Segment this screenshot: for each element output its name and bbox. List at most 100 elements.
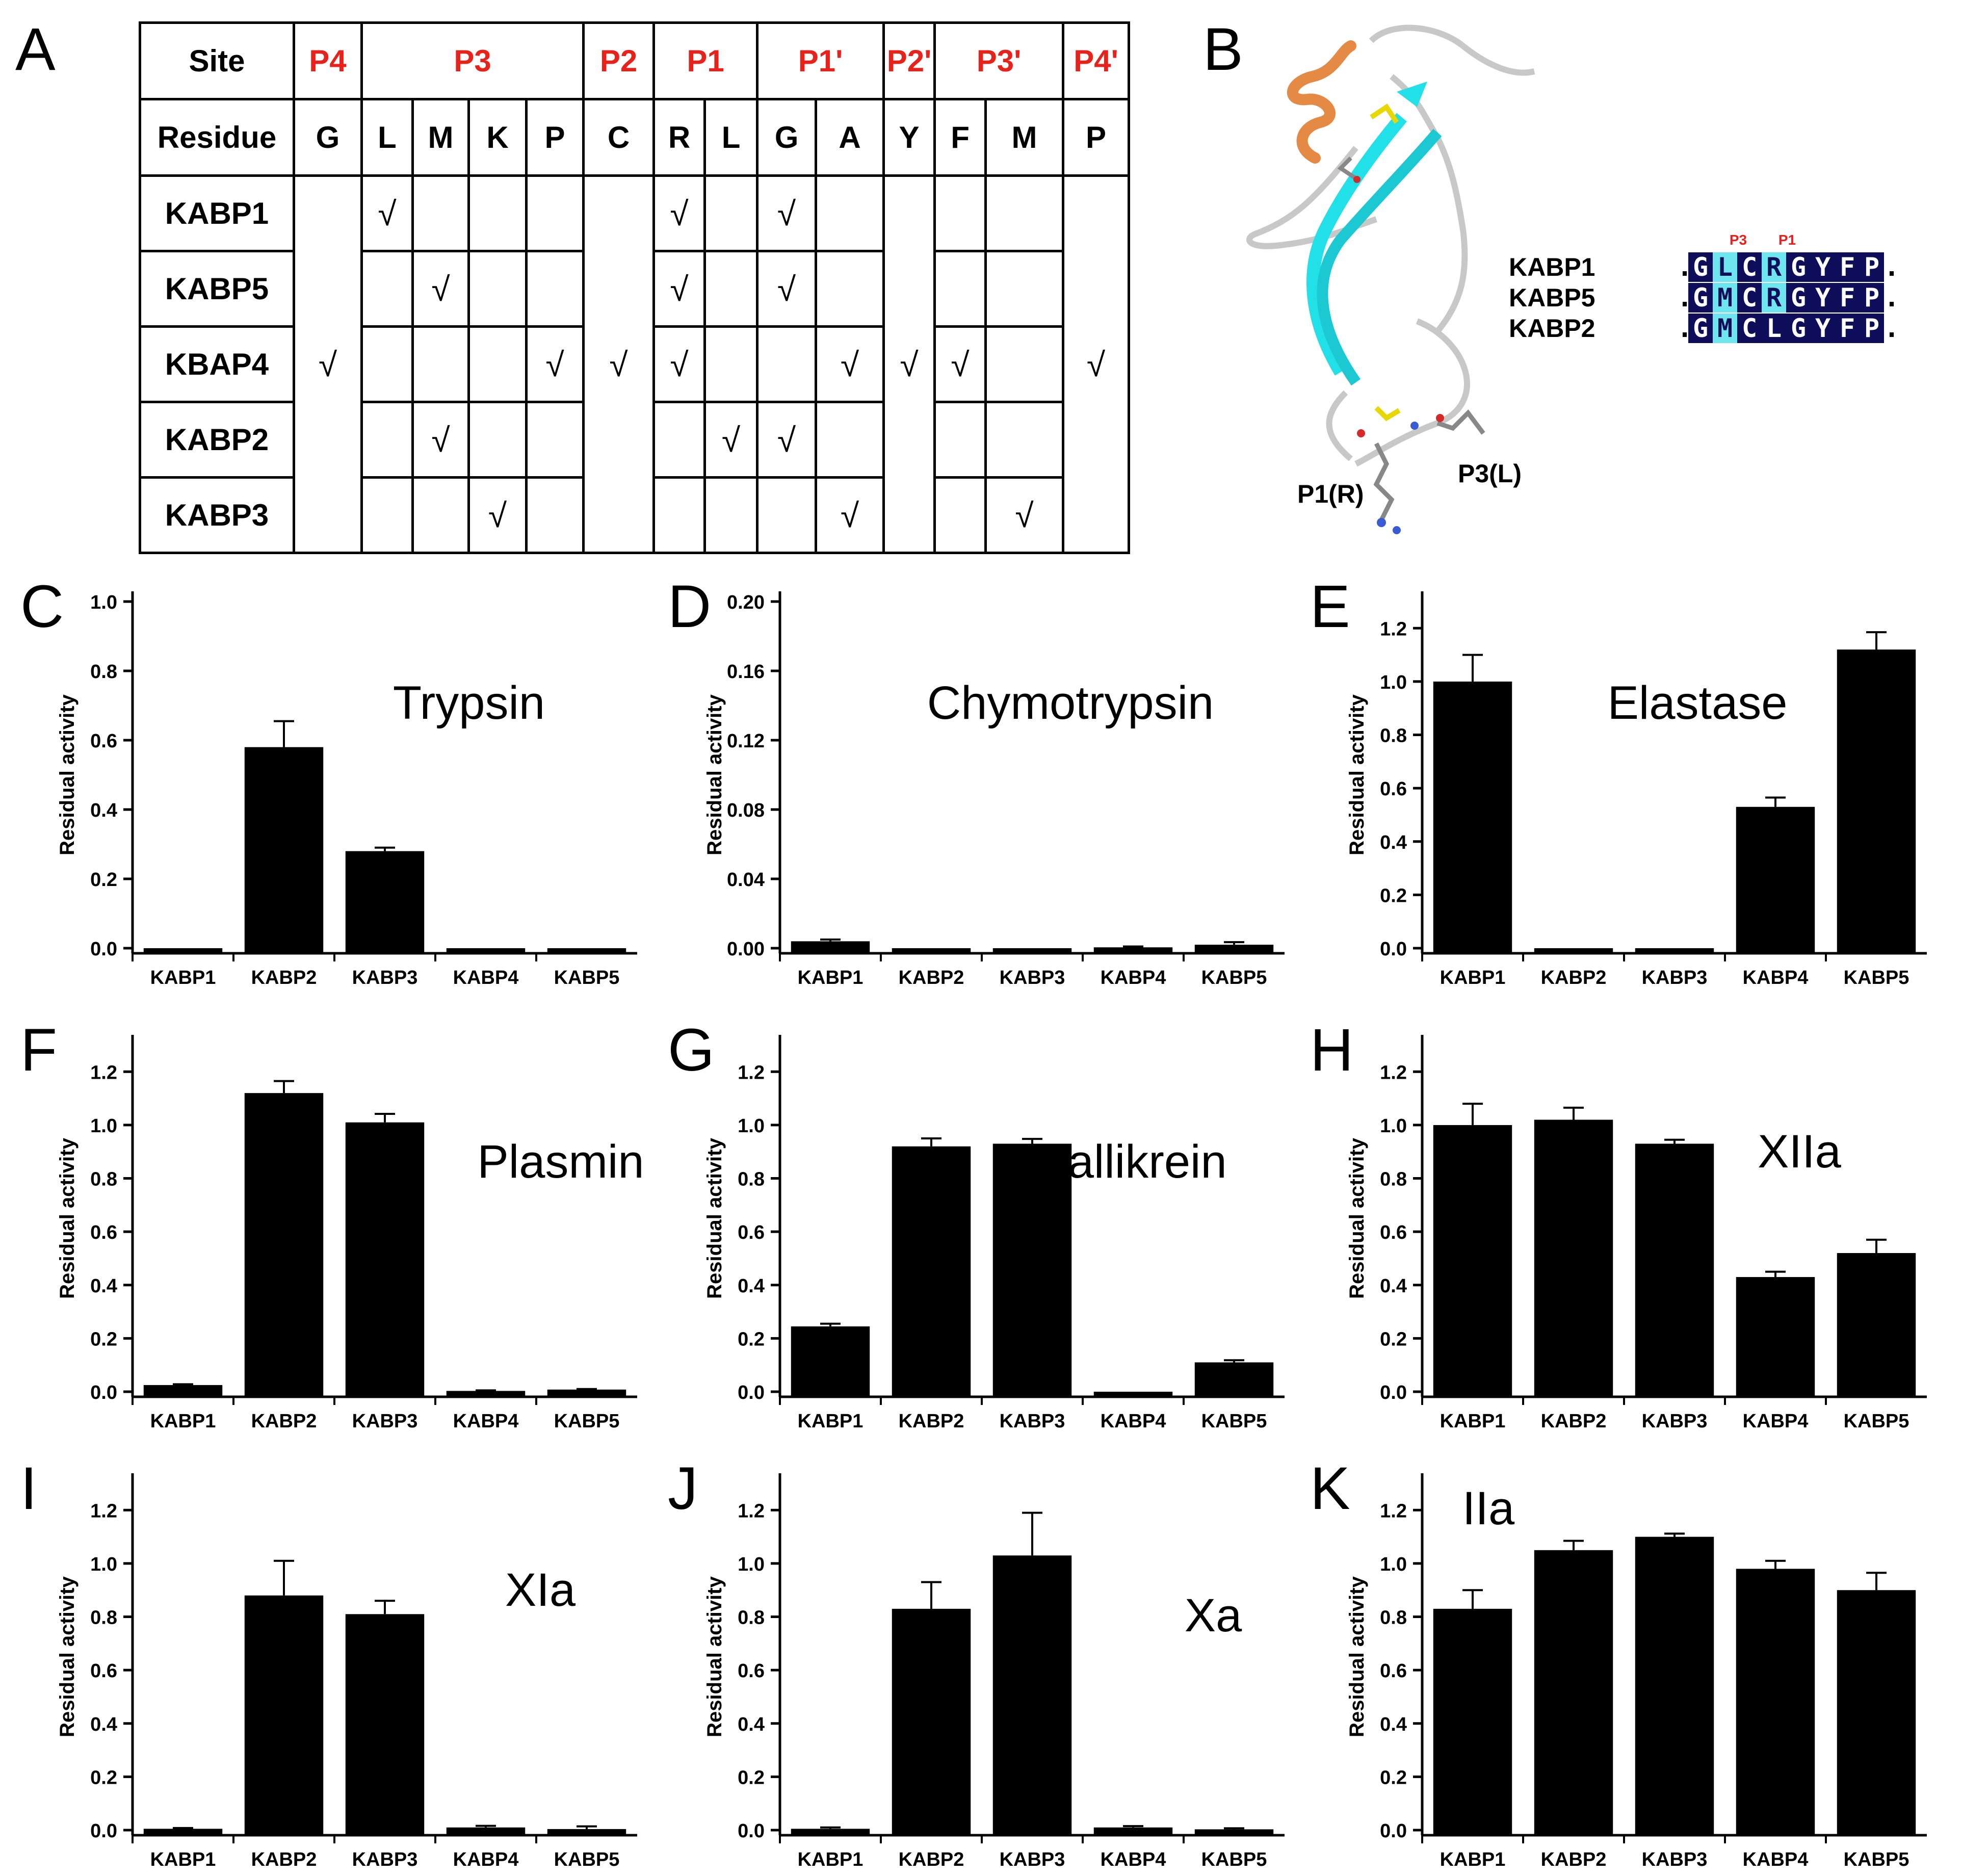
site-cell: P3' bbox=[933, 21, 1065, 100]
bar bbox=[1736, 806, 1815, 952]
tick-cell: √ bbox=[411, 250, 470, 328]
panel-label: I bbox=[20, 1455, 37, 1522]
x-tick-label: KABP5 bbox=[1844, 967, 1909, 988]
alignment-residue: L bbox=[1762, 314, 1786, 343]
bar bbox=[143, 948, 223, 952]
site-cell: P4 bbox=[293, 21, 363, 100]
oxygen-atom bbox=[1436, 414, 1444, 422]
x-tick-label: KABP5 bbox=[554, 1411, 620, 1432]
x-tick-label: KABP4 bbox=[453, 967, 519, 988]
panel-label: D bbox=[668, 573, 711, 640]
y-tick-label: 0.6 bbox=[90, 1222, 117, 1243]
protein-structure bbox=[1246, 24, 1535, 534]
empty-cell bbox=[933, 250, 987, 328]
y-tick-label: 1.2 bbox=[1380, 1062, 1407, 1083]
y-tick-label: 1.0 bbox=[90, 1554, 117, 1575]
empty-cell bbox=[703, 174, 759, 252]
y-tick-label: 0.2 bbox=[1380, 1767, 1407, 1788]
table-row: KABP1 √ √ √ √ √ √ √ bbox=[139, 174, 1130, 554]
residue-cell: R bbox=[652, 98, 707, 177]
y-tick-label: 0.8 bbox=[1380, 1169, 1407, 1190]
bar bbox=[1534, 1119, 1613, 1396]
coil-loop bbox=[1390, 74, 1468, 333]
y-axis-label: Residual activity bbox=[56, 1137, 79, 1298]
bar bbox=[1837, 1590, 1916, 1834]
y-tick-label: 0.12 bbox=[727, 731, 765, 752]
y-axis-label: Residual activity bbox=[56, 694, 79, 855]
bar bbox=[992, 1555, 1072, 1834]
y-tick-label: 0.0 bbox=[1380, 939, 1407, 960]
row-header: KABP2 bbox=[139, 401, 295, 479]
x-tick-label: KABP3 bbox=[1642, 1849, 1708, 1870]
alignment-residue: C bbox=[1737, 252, 1762, 282]
y-tick-label: 0.4 bbox=[90, 1714, 117, 1735]
tick-cell: √ bbox=[1062, 174, 1130, 554]
empty-cell bbox=[360, 401, 414, 479]
side-chain bbox=[1337, 157, 1357, 180]
y-tick-label: 0.8 bbox=[90, 1169, 117, 1190]
alignment-name: KABP2 bbox=[1509, 314, 1595, 343]
y-tick-label: 0.0 bbox=[90, 939, 117, 960]
empty-cell bbox=[411, 325, 470, 403]
alignment-residue: R bbox=[1762, 252, 1786, 282]
x-tick-label: KABP1 bbox=[798, 1411, 864, 1432]
chart-title: IIa bbox=[1462, 1482, 1515, 1534]
x-tick-label: KABP2 bbox=[899, 967, 964, 988]
side-chain bbox=[1373, 442, 1395, 522]
x-tick-label: KABP5 bbox=[1201, 1411, 1267, 1432]
chart-i: I 0.0 0.2 0.4 0.6 0.8 1.0 1.2 Residual activity K… bbox=[20, 1455, 637, 1870]
table-row: KBAP4 √ √ √ √ bbox=[139, 325, 1129, 403]
site-cell: P3 bbox=[360, 21, 585, 100]
site-cell: P2 bbox=[582, 21, 656, 100]
y-tick-label: 0.2 bbox=[1380, 1328, 1407, 1350]
chart-d: D 0.00 0.04 0.08 0.12 0.16 0.20 Residual activi… bbox=[668, 573, 1285, 988]
x-tick-label: KABP4 bbox=[1101, 1849, 1166, 1870]
bar bbox=[547, 1829, 626, 1834]
empty-cell bbox=[933, 401, 987, 479]
chart-f: F 0.0 0.2 0.4 0.6 0.8 1.0 1.2 Residual activity K… bbox=[20, 1017, 644, 1432]
alignment-residue: R bbox=[1762, 283, 1786, 312]
y-tick-label: 0.04 bbox=[727, 869, 765, 891]
y-tick-label: 0.16 bbox=[727, 661, 765, 683]
chart-title: XIa bbox=[505, 1564, 576, 1616]
coil-loop bbox=[1326, 390, 1353, 461]
panel-label: C bbox=[20, 573, 64, 640]
empty-cell bbox=[360, 250, 414, 328]
row-header: KABP1 bbox=[139, 174, 295, 252]
bar bbox=[992, 1143, 1072, 1396]
x-tick-label: KABP1 bbox=[1440, 967, 1506, 988]
empty-cell bbox=[360, 476, 414, 554]
x-tick-label: KABP3 bbox=[352, 1849, 418, 1870]
y-tick-label: 0.8 bbox=[738, 1607, 765, 1629]
y-tick-label: 0.0 bbox=[90, 1820, 117, 1842]
tick-cell: √ bbox=[525, 325, 585, 403]
empty-cell bbox=[703, 325, 759, 403]
alignment-residue: M bbox=[1713, 283, 1737, 312]
y-tick-label: 1.2 bbox=[1380, 1500, 1407, 1522]
y-tick-label: 0.8 bbox=[1380, 725, 1407, 747]
empty-cell bbox=[815, 174, 885, 252]
y-tick-label: 0.6 bbox=[1380, 1660, 1407, 1682]
y-tick-label: 0.0 bbox=[1380, 1382, 1407, 1403]
empty-cell bbox=[525, 401, 585, 479]
alignment-dot: . bbox=[1677, 252, 1693, 282]
empty-cell bbox=[525, 174, 585, 252]
bar bbox=[345, 1122, 425, 1396]
beta-strand bbox=[1317, 128, 1442, 386]
p1-label: P1(R) bbox=[1297, 480, 1364, 508]
x-tick-label: KABP3 bbox=[1000, 1411, 1065, 1432]
bar bbox=[1736, 1277, 1815, 1396]
y-tick-label: 0.08 bbox=[727, 800, 765, 821]
empty-cell bbox=[525, 476, 585, 554]
chart-c: C 0.0 0.2 0.4 0.6 0.8 1.0 Residual activity KABP… bbox=[20, 573, 637, 988]
table-row: KABP3 √ √ √ bbox=[139, 476, 1129, 554]
tick-cell: √ bbox=[815, 476, 885, 554]
residue-row: Residue G L M K P C R L G A Y F M P bbox=[139, 98, 1130, 177]
y-tick-label: 0.6 bbox=[90, 731, 117, 752]
y-tick-label: 1.0 bbox=[1380, 1115, 1407, 1137]
row-header: KABP5 bbox=[139, 250, 295, 328]
y-tick-label: 1.2 bbox=[738, 1062, 765, 1083]
x-tick-label: KABP2 bbox=[251, 1411, 317, 1432]
alignment-residue: P bbox=[1860, 283, 1884, 312]
nitrogen-atom bbox=[1377, 518, 1386, 527]
